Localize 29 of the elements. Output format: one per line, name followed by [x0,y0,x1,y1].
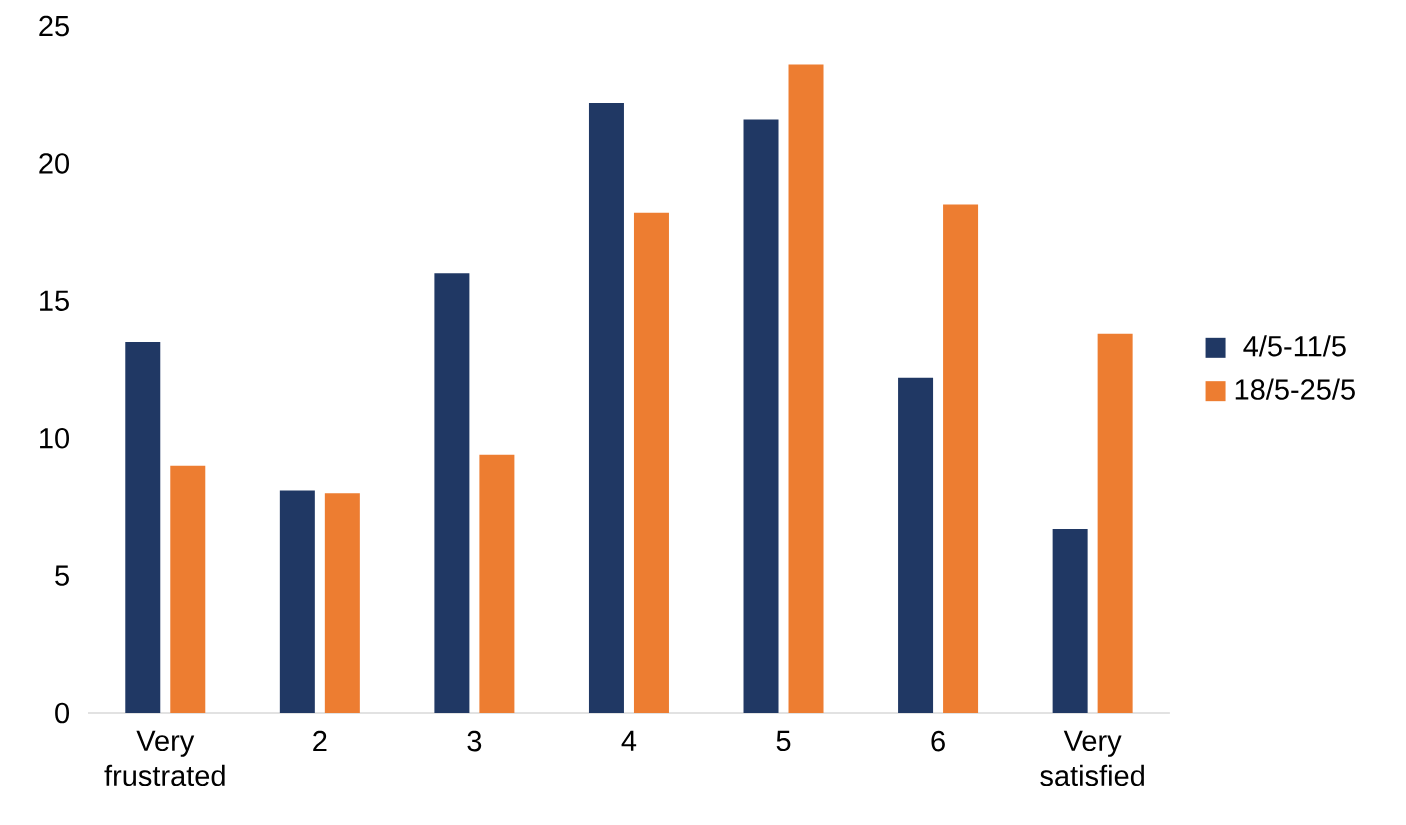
x-tick-label: 5 [776,730,791,752]
bar [633,212,669,713]
bar [125,342,161,713]
bar [1052,528,1088,713]
bar [743,119,779,713]
bar [170,465,206,713]
bar [324,493,360,713]
legend-label: 18/5-25/5 [1235,378,1355,400]
y-tick-label: 10 [40,427,69,449]
x-tick-label: 2 [313,730,327,752]
bar [788,64,824,713]
x-tick-label: 3 [467,730,482,752]
bar [943,204,979,713]
y-tick-label: 0 [55,702,70,724]
x-tick-label: Very frustrated [104,730,225,787]
legend-label: 4/5-11/5 [1243,335,1346,357]
x-tick-label: 4 [621,730,637,751]
bar [898,377,934,713]
x-tick-label: 6 [931,730,945,752]
bar [434,273,470,713]
y-tick-label: 20 [39,153,69,174]
y-tick-label: 5 [55,565,69,586]
x-tick-label: Very satisfied [1040,730,1144,787]
y-tick-label: 15 [40,290,69,311]
bar [479,454,515,713]
bar [279,490,315,713]
y-tick-label: 25 [39,15,69,37]
bar [1097,333,1133,713]
bar [588,102,624,713]
